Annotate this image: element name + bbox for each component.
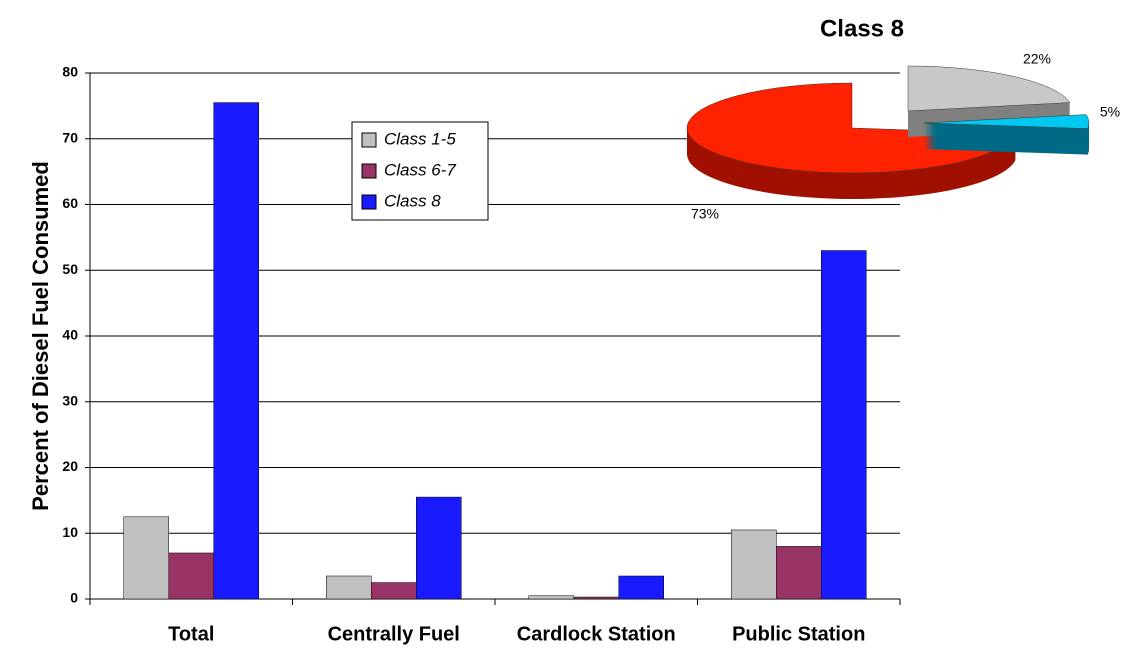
x-tick-label: Public Station (732, 623, 865, 645)
slice (923, 114, 1090, 129)
bar (123, 516, 169, 600)
bar (416, 496, 462, 600)
bar (618, 575, 664, 600)
bar (326, 575, 372, 600)
slice-label: 22% (1023, 51, 1051, 67)
bar (821, 250, 867, 600)
bar (528, 595, 574, 600)
slice-label: 73% (691, 206, 719, 222)
slice-label: 5% (1100, 104, 1120, 120)
y-tick-label: 60 (62, 195, 78, 211)
y-axis-label: Percent of Diesel Fuel Consumed (28, 161, 53, 511)
bar (213, 102, 259, 600)
y-tick-label: 50 (62, 261, 78, 277)
y-tick-label: 10 (62, 524, 78, 540)
legend-swatch (361, 163, 377, 179)
legend-label: Class 1-5 (384, 129, 456, 148)
bar (776, 546, 822, 600)
y-tick-label: 80 (62, 64, 78, 80)
slice (907, 65, 1071, 112)
legend-swatch (361, 132, 377, 148)
slice (686, 82, 1017, 174)
bar (573, 596, 619, 600)
legend-swatch (361, 194, 377, 210)
y-tick-label: 0 (70, 590, 78, 606)
bar (371, 582, 417, 600)
y-tick-label: 40 (62, 327, 78, 343)
x-tick-label: Cardlock Station (517, 623, 676, 645)
y-tick-label: 30 (62, 392, 78, 408)
bar (168, 552, 214, 600)
legend-label: Class 6-7 (384, 160, 456, 179)
pie-title: Class 8 (820, 15, 904, 42)
y-tick-label: 20 (62, 458, 78, 474)
x-tick-label: Centrally Fuel (328, 623, 460, 645)
legend-label: Class 8 (384, 191, 441, 210)
y-tick-label: 70 (62, 129, 78, 145)
bar (731, 529, 777, 600)
x-tick-label: Total (168, 623, 214, 645)
